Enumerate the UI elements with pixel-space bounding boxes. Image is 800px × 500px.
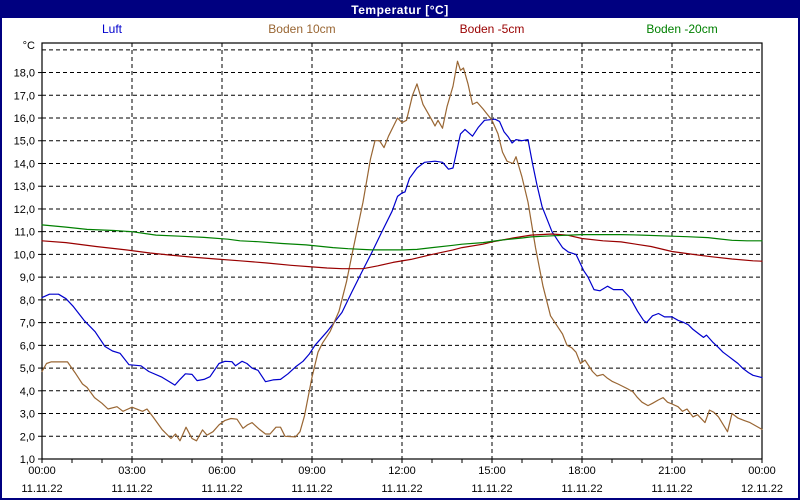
svg-text:11.11.22: 11.11.22: [111, 483, 152, 495]
svg-text:4,0: 4,0: [20, 386, 35, 398]
svg-text:06:00: 06:00: [208, 465, 236, 477]
svg-text:11.11.22: 11.11.22: [471, 483, 512, 495]
svg-text:11.11.22: 11.11.22: [291, 483, 332, 495]
svg-text:21:00: 21:00: [658, 465, 686, 477]
svg-text:12:00: 12:00: [388, 465, 416, 477]
axis-ticks: [38, 72, 763, 463]
svg-text:11.11.22: 11.11.22: [201, 483, 242, 495]
svg-text:14,0: 14,0: [14, 158, 35, 170]
legend-item-boden-5cm: Boden -5cm: [459, 22, 525, 36]
svg-text:13,0: 13,0: [14, 181, 35, 193]
svg-text:6,0: 6,0: [20, 340, 35, 352]
svg-text:12,0: 12,0: [14, 204, 35, 216]
series-line-boden-10cm: [41, 60, 763, 442]
svg-text:7,0: 7,0: [20, 318, 35, 330]
svg-text:11.11.22: 11.11.22: [381, 483, 422, 495]
series-line-luft: [41, 118, 763, 386]
svg-text:10,0: 10,0: [14, 249, 35, 261]
legend: Luft Boden 10cm Boden -5cm Boden -20cm: [2, 18, 798, 40]
series-line-boden-20cm: [41, 224, 763, 251]
svg-text:00:00: 00:00: [748, 465, 776, 477]
svg-text:16,0: 16,0: [14, 113, 35, 125]
svg-text:09:00: 09:00: [298, 465, 326, 477]
svg-text:3,0: 3,0: [20, 409, 35, 421]
y-axis-unit-label: °C: [23, 40, 35, 52]
legend-item-boden-20cm: Boden -20cm: [646, 22, 718, 36]
svg-text:11.11.22: 11.11.22: [561, 483, 602, 495]
legend-item-boden-10cm: Boden 10cm: [268, 22, 336, 36]
svg-text:5,0: 5,0: [20, 363, 35, 375]
svg-text:15,0: 15,0: [14, 136, 35, 148]
svg-text:03:00: 03:00: [118, 465, 146, 477]
title-bar: Temperatur [°C]: [2, 2, 798, 18]
svg-text:1,0: 1,0: [20, 454, 35, 466]
x-axis-labels: 00:00 11.11.22 03:00 11.11.22 06:00 11.11.22 0…: [21, 465, 783, 495]
gridlines: [42, 43, 762, 459]
svg-text:12.11.22: 12.11.22: [741, 483, 783, 495]
series-line-boden-5cm: [41, 233, 763, 270]
svg-text:00:00: 00:00: [28, 465, 56, 477]
svg-text:8,0: 8,0: [20, 295, 35, 307]
svg-text:18,0: 18,0: [14, 68, 35, 80]
svg-text:9,0: 9,0: [20, 272, 35, 284]
y-axis-labels: 18,0 17,0 16,0 15,0 14,0 13,0 12,0 11,0 10,0 9,0 8…: [14, 40, 35, 466]
legend-item-luft: Luft: [101, 22, 123, 36]
svg-text:18:00: 18:00: [568, 465, 596, 477]
svg-text:11.11.22: 11.11.22: [21, 483, 62, 495]
svg-text:15:00: 15:00: [478, 465, 506, 477]
svg-text:11,0: 11,0: [14, 227, 35, 239]
page-title: Temperatur [°C]: [351, 3, 449, 17]
svg-text:11.11.22: 11.11.22: [651, 483, 692, 495]
svg-text:2,0: 2,0: [20, 431, 35, 443]
svg-text:17,0: 17,0: [14, 90, 35, 102]
